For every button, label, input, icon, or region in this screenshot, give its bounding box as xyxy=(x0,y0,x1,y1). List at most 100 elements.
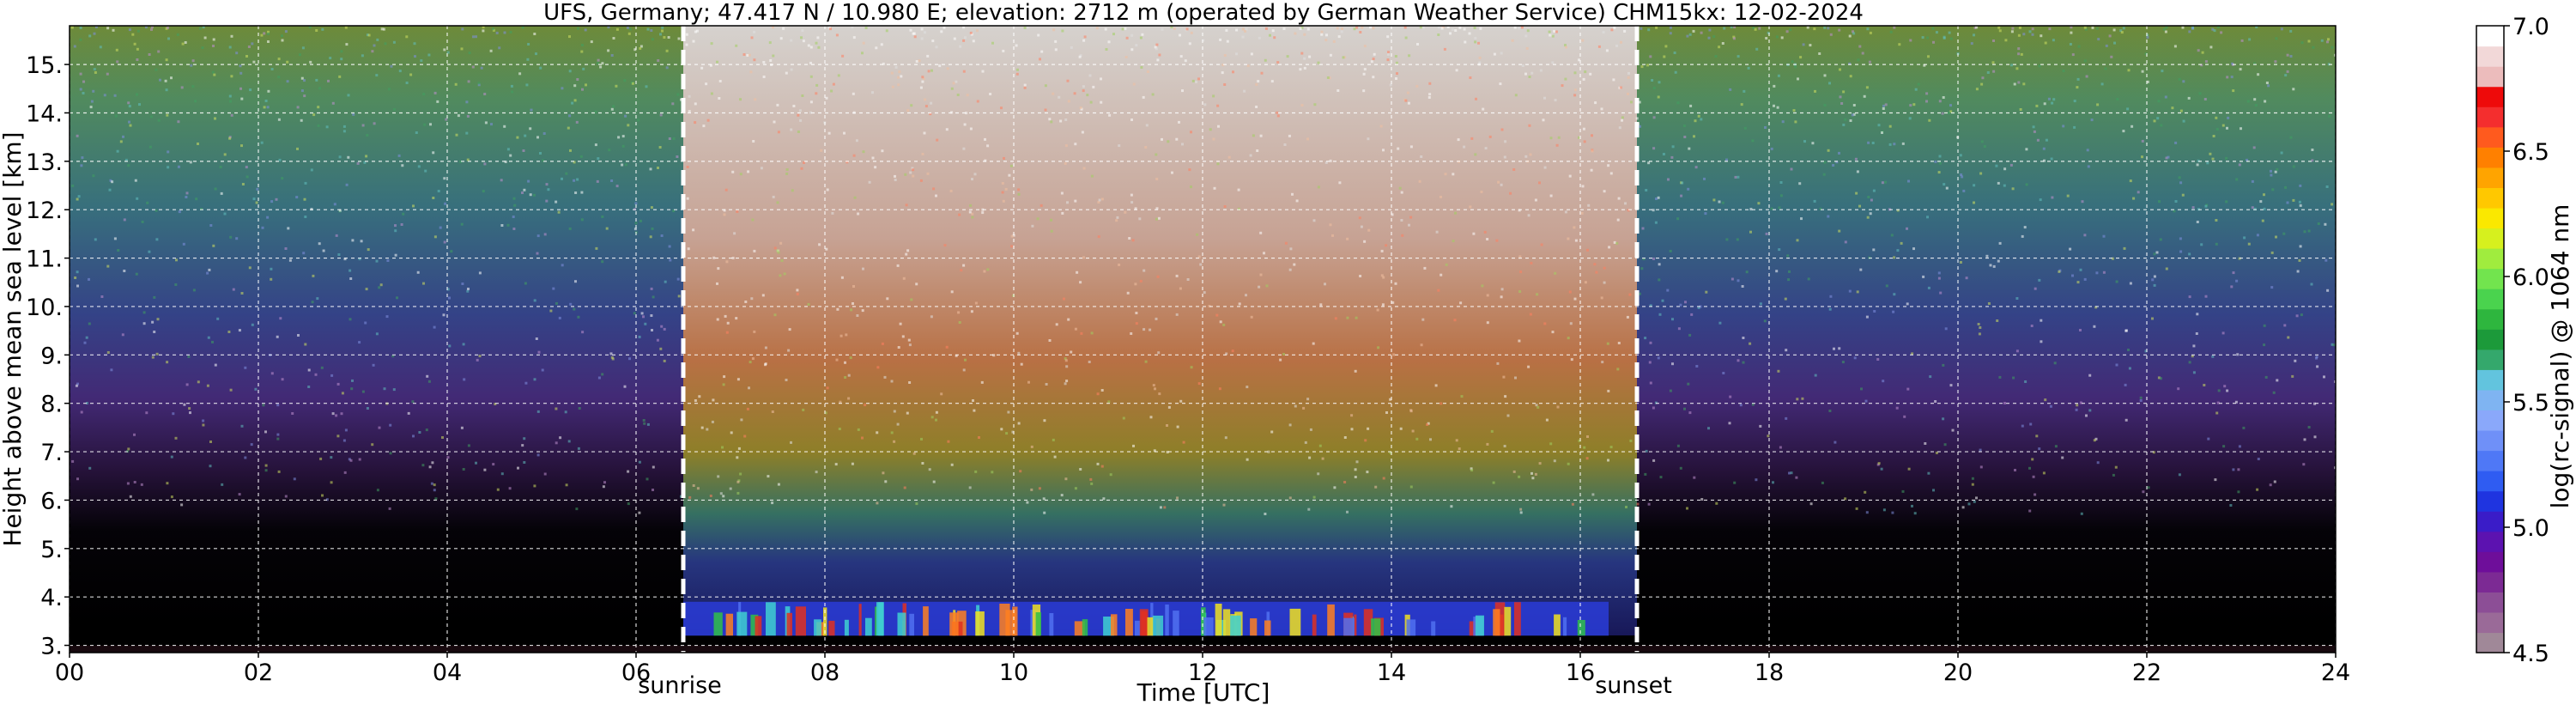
speckle xyxy=(424,169,427,173)
speckle xyxy=(1319,303,1323,307)
boundary-layer-streak xyxy=(1049,613,1054,636)
speckle xyxy=(1324,161,1328,164)
speckle xyxy=(2177,387,2180,391)
speckle xyxy=(2311,159,2314,162)
speckle xyxy=(940,392,943,396)
speckle xyxy=(706,428,709,431)
boundary-layer-streak xyxy=(1554,614,1561,636)
speckle xyxy=(141,220,144,223)
speckle xyxy=(1264,58,1267,62)
boundary-layer-streak xyxy=(828,620,835,636)
speckle xyxy=(1225,352,1228,356)
speckle xyxy=(1418,179,1421,183)
speckle xyxy=(2151,278,2155,282)
speckle xyxy=(1023,83,1027,87)
speckle xyxy=(910,104,913,107)
speckle xyxy=(2298,258,2301,262)
speckle xyxy=(596,179,599,183)
speckle xyxy=(2052,39,2055,42)
speckle xyxy=(319,457,323,460)
speckle xyxy=(1646,64,1649,67)
speckle xyxy=(1801,397,1804,400)
speckle xyxy=(661,29,664,33)
speckle xyxy=(710,92,713,95)
speckle xyxy=(736,456,739,459)
speckle xyxy=(1010,234,1014,238)
speckle xyxy=(1276,111,1279,114)
speckle xyxy=(2127,69,2131,72)
speckle xyxy=(1130,193,1133,197)
speckle xyxy=(2178,473,2181,477)
speckle xyxy=(2077,45,2081,48)
speckle xyxy=(1583,140,1586,143)
speckle xyxy=(405,82,409,84)
speckle xyxy=(1772,481,1774,484)
speckle xyxy=(251,323,254,326)
speckle xyxy=(1971,483,1974,486)
speckle xyxy=(1241,35,1245,39)
speckle xyxy=(1243,89,1246,93)
colorbar-segment xyxy=(2476,471,2504,492)
speckle xyxy=(1397,147,1400,150)
speckle xyxy=(1792,109,1796,112)
speckle xyxy=(676,93,680,96)
speckle xyxy=(2259,200,2263,204)
speckle xyxy=(1520,26,1524,29)
speckle xyxy=(1048,339,1052,342)
speckle xyxy=(709,64,712,67)
speckle xyxy=(228,94,232,98)
speckle xyxy=(561,177,563,180)
speckle xyxy=(1083,35,1087,39)
speckle xyxy=(2025,183,2028,186)
speckle xyxy=(1759,302,1762,306)
speckle xyxy=(76,382,79,386)
speckle xyxy=(307,386,311,388)
speckle xyxy=(830,89,833,93)
speckle xyxy=(1854,157,1858,161)
colorbar-segment xyxy=(2476,268,2504,289)
speckle xyxy=(1038,487,1041,490)
speckle xyxy=(327,79,330,82)
speckle xyxy=(555,441,558,445)
speckle xyxy=(1925,92,1929,95)
speckle xyxy=(855,139,858,143)
speckle xyxy=(764,346,767,349)
speckle xyxy=(135,272,138,276)
speckle xyxy=(1184,59,1187,63)
speckle xyxy=(1911,352,1914,356)
speckle xyxy=(466,158,470,161)
speckle xyxy=(871,91,874,94)
speckle xyxy=(1578,58,1580,62)
speckle xyxy=(912,32,916,35)
speckle xyxy=(2182,80,2185,83)
speckle xyxy=(1938,155,1942,158)
speckle xyxy=(1480,191,1483,193)
speckle xyxy=(623,385,627,388)
boundary-layer-streak xyxy=(1514,602,1521,636)
speckle xyxy=(1300,26,1304,29)
speckle xyxy=(1864,399,1868,403)
speckle xyxy=(170,76,173,80)
speckle xyxy=(1524,34,1528,38)
speckle xyxy=(1492,481,1495,484)
speckle xyxy=(1216,162,1220,166)
speckle xyxy=(1693,476,1696,479)
speckle xyxy=(610,54,614,57)
speckle xyxy=(2225,156,2228,160)
speckle xyxy=(1474,153,1477,156)
speckle xyxy=(1226,40,1229,43)
speckle xyxy=(1851,113,1854,117)
speckle xyxy=(1377,346,1380,349)
speckle xyxy=(1052,438,1055,441)
speckle xyxy=(610,179,614,182)
speckle xyxy=(1246,64,1250,68)
speckle xyxy=(607,26,610,29)
colorbar-segment xyxy=(2476,187,2504,209)
colorbar-segment xyxy=(2476,429,2504,452)
speckle xyxy=(1985,254,1989,258)
speckle xyxy=(1621,118,1623,122)
speckle xyxy=(1542,118,1545,122)
speckle xyxy=(2226,126,2228,130)
speckle xyxy=(230,113,233,117)
speckle xyxy=(2009,163,2013,167)
